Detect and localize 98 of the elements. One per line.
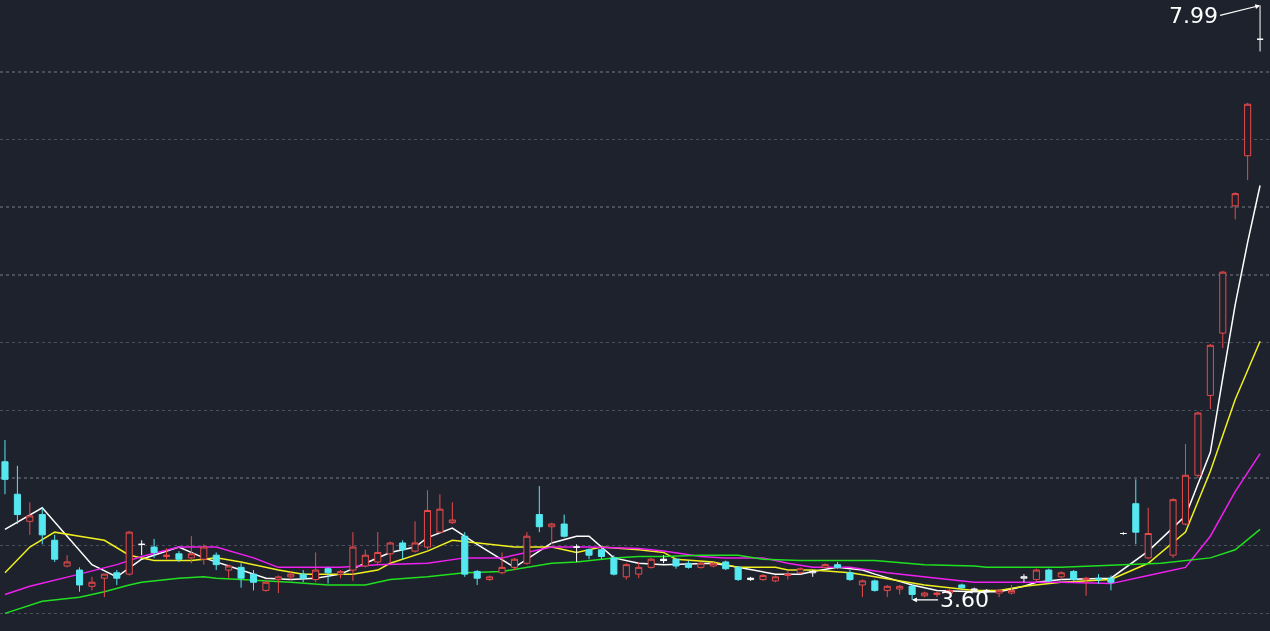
candlestick	[1020, 573, 1028, 583]
candlestick	[796, 566, 804, 575]
candlestick	[138, 539, 146, 556]
candlestick	[858, 579, 866, 598]
candlestick	[349, 531, 357, 582]
candlestick	[1119, 531, 1127, 536]
candlestick	[672, 557, 680, 570]
candlestick	[461, 531, 469, 578]
candlestick	[237, 562, 245, 589]
candlestick	[262, 579, 270, 593]
candlestick	[883, 584, 891, 598]
candlestick	[635, 561, 643, 579]
candlestick	[523, 531, 531, 566]
candlestick	[386, 541, 394, 564]
candlestick	[486, 574, 494, 582]
candlestick	[1032, 568, 1040, 582]
candlestick	[560, 514, 568, 539]
candlestick	[1244, 102, 1252, 181]
candlestick	[610, 554, 618, 576]
candlestick	[100, 573, 108, 598]
candlestick	[647, 557, 655, 570]
candlestick	[162, 547, 171, 560]
candlestick	[75, 566, 84, 593]
candlestick	[759, 573, 767, 582]
candlestick	[958, 583, 966, 590]
candlestick	[51, 534, 59, 563]
candlestick	[821, 562, 829, 570]
candlestick	[13, 465, 21, 525]
candlestick	[324, 566, 332, 585]
candlestick	[38, 507, 46, 545]
candlestick	[1070, 569, 1078, 583]
candlestick	[312, 551, 320, 583]
candlestick	[88, 576, 96, 591]
candlestick	[734, 565, 742, 582]
candlestick	[995, 588, 1003, 598]
candlestick	[684, 560, 692, 570]
candlestick	[473, 569, 481, 586]
candlestick	[1144, 507, 1152, 560]
candlestick	[573, 543, 581, 563]
candlestick	[921, 591, 929, 598]
candlestick	[1094, 573, 1103, 585]
candlestick	[448, 501, 456, 524]
candlestick	[548, 522, 556, 545]
candlestick	[846, 569, 854, 582]
candlestick	[436, 493, 444, 535]
candlestick	[411, 520, 419, 553]
candlestick	[660, 554, 668, 564]
candlestick	[535, 485, 543, 533]
candlestick	[1256, 4, 1264, 52]
candlestick	[361, 549, 369, 568]
candlestick	[1181, 443, 1190, 526]
candlestick	[212, 551, 220, 571]
candlestick	[896, 584, 904, 595]
candlestick	[1219, 270, 1227, 349]
candlestick	[249, 569, 258, 591]
candlestick	[399, 539, 407, 560]
candlestick	[1045, 568, 1053, 583]
candlestick	[225, 564, 233, 579]
candlestick	[709, 561, 717, 568]
candlestick	[597, 546, 605, 560]
candlestick	[299, 569, 307, 583]
candlestick	[622, 562, 630, 581]
candlestick	[26, 501, 34, 536]
candlestick	[187, 535, 195, 564]
candlestick	[585, 547, 593, 560]
candlestick	[175, 550, 183, 563]
candlestick	[336, 569, 345, 579]
annotation: 3.60	[940, 587, 989, 612]
candlestick	[1169, 497, 1177, 559]
candlestick	[63, 554, 71, 568]
candlestick	[933, 591, 941, 598]
candlestick	[287, 570, 295, 581]
candlestick	[1206, 343, 1214, 410]
candlestick	[834, 561, 842, 570]
candlestick	[1231, 191, 1239, 220]
candlestick	[200, 543, 208, 566]
candlestick	[274, 574, 282, 594]
candlestick	[784, 570, 792, 581]
annotation: 7.99	[1169, 3, 1218, 28]
candlestick	[1194, 411, 1202, 479]
candlestick	[1057, 570, 1065, 581]
candlestick	[1, 439, 9, 495]
candlestick	[113, 569, 121, 586]
candlestick	[871, 579, 879, 593]
candlestick	[150, 538, 158, 559]
candlestick	[498, 551, 506, 575]
candlestick	[1132, 478, 1140, 545]
candlestick	[1007, 584, 1016, 595]
candlestick	[1107, 574, 1115, 591]
candlestick	[809, 569, 817, 578]
candlestick	[697, 561, 705, 570]
candlestick	[423, 489, 432, 551]
candlestick	[1082, 576, 1090, 597]
candlestick	[510, 557, 519, 571]
candlestick	[771, 574, 779, 583]
candlestick	[125, 530, 133, 576]
candlestick	[722, 560, 730, 571]
candlestick	[374, 531, 382, 566]
